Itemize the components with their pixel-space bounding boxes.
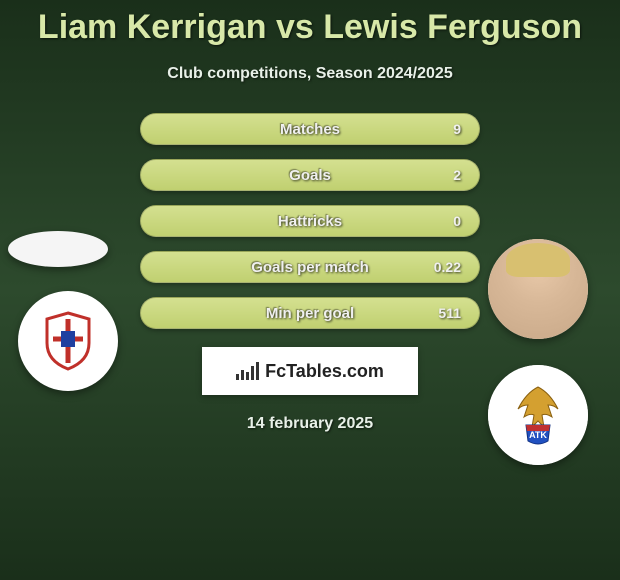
- club-left-crest: [18, 291, 118, 391]
- stat-row-hattricks: Hattricks 0: [140, 205, 480, 237]
- club-right-crest: ATK: [488, 365, 588, 465]
- face-placeholder-icon: [488, 239, 588, 339]
- stat-right-value: 2: [431, 167, 461, 183]
- player-right-photo: [488, 239, 588, 339]
- stat-label: Hattricks: [278, 213, 342, 230]
- fctables-brand-box[interactable]: FcTables.com: [202, 347, 418, 395]
- atk-crest-icon: ATK: [488, 365, 588, 465]
- stat-row-min-per-goal: Min per goal 511: [140, 297, 480, 329]
- stat-row-matches: Matches 9: [140, 113, 480, 145]
- stat-right-value: 0: [431, 213, 461, 229]
- stat-row-goals: Goals 2: [140, 159, 480, 191]
- stat-label: Min per goal: [266, 305, 354, 322]
- stat-right-value: 511: [431, 305, 461, 321]
- stat-right-value: 0.22: [431, 259, 461, 275]
- brand-text: FcTables.com: [265, 361, 384, 382]
- comparison-title: Liam Kerrigan vs Lewis Ferguson: [0, 0, 620, 47]
- svg-text:ATK: ATK: [529, 430, 547, 440]
- bar-chart-icon: [236, 362, 259, 380]
- photo-placeholder-icon: [8, 231, 108, 267]
- stats-area: ATK Matches 9 Goals 2 Hattricks 0 Goals …: [0, 113, 620, 329]
- stat-right-value: 9: [431, 121, 461, 137]
- player-left-photo: [8, 231, 108, 267]
- stat-row-goals-per-match: Goals per match 0.22: [140, 251, 480, 283]
- como-crest-icon: [18, 291, 118, 391]
- stat-label: Goals per match: [251, 259, 369, 276]
- stat-label: Matches: [280, 121, 340, 138]
- stat-label: Goals: [289, 167, 331, 184]
- comparison-subtitle: Club competitions, Season 2024/2025: [0, 65, 620, 83]
